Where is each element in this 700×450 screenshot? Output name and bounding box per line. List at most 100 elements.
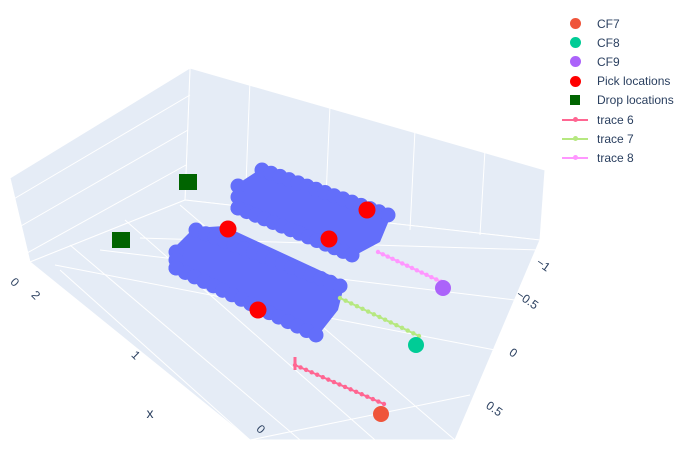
- legend-symbol: [560, 14, 590, 33]
- trace-8-point: [434, 277, 439, 282]
- legend-marker: [570, 95, 580, 106]
- trace-6-point: [342, 384, 348, 390]
- pick-location-marker: [249, 301, 267, 319]
- legend-symbol: [560, 52, 590, 71]
- legend-item-cf9[interactable]: CF9: [560, 52, 698, 71]
- trace-7-point: [388, 320, 393, 325]
- legend-item-cf7[interactable]: CF7: [560, 14, 698, 33]
- pick-location-marker: [320, 230, 338, 248]
- obstacle-marker: [230, 189, 246, 205]
- legend-item-cf8[interactable]: CF8: [560, 33, 698, 52]
- x-tick-label: 2: [29, 288, 44, 303]
- trace-8-point: [429, 274, 434, 280]
- legend-label: trace 7: [597, 131, 634, 146]
- trace-6-point: [298, 365, 303, 370]
- trace-7-point: [394, 322, 399, 328]
- x-axis-title: x: [147, 405, 154, 421]
- legend: CF7 CF8 CF9 Pick locations Drop locations tra…: [560, 14, 698, 168]
- floor-gridline: [59, 269, 251, 441]
- back-gridline: [409, 129, 416, 231]
- obstacle-blocks: [168, 162, 396, 343]
- trace-7-point: [366, 309, 371, 314]
- legend-line-marker: [573, 155, 578, 161]
- z-tick-label: 0: [8, 275, 23, 290]
- trace-8-point: [400, 261, 405, 266]
- side-gridline: [17, 164, 187, 259]
- floor-gridline: [69, 244, 301, 441]
- floor-gridline: [249, 394, 471, 441]
- trace-6-point: [370, 396, 376, 402]
- legend-line-marker: [573, 117, 578, 123]
- trace-6-point: [303, 367, 309, 373]
- legend-label: Drop locations: [597, 93, 674, 108]
- trace-7-point: [411, 331, 416, 336]
- trace-7-point: [377, 314, 382, 320]
- scene-markers: [112, 174, 451, 422]
- obstacle-marker: [308, 327, 324, 343]
- trace-6-point: [320, 374, 326, 380]
- obstacle-block-upper: [236, 168, 392, 257]
- obstacle-marker: [230, 200, 246, 216]
- trace-8-point: [380, 252, 386, 257]
- legend-item-drop-locations[interactable]: Drop locations: [560, 91, 698, 110]
- trace-7-point: [382, 317, 388, 322]
- pick-location-marker: [219, 220, 237, 238]
- side-gridline: [11, 94, 191, 201]
- legend-symbol: [560, 33, 590, 52]
- legend-marker: [569, 37, 581, 49]
- cf8-marker: [408, 337, 424, 353]
- drop-location-marker: [179, 174, 197, 190]
- legend-symbol: [560, 91, 590, 110]
- y-tick-label: −1: [534, 255, 554, 275]
- trace-6-point: [309, 370, 314, 375]
- legend-marker: [569, 75, 581, 87]
- legend-label: CF7: [597, 16, 620, 31]
- trace-6-point: [326, 377, 331, 382]
- legend-item-trace-7[interactable]: trace 7: [560, 129, 698, 148]
- trace-8-point: [414, 268, 420, 273]
- obstacle-marker: [344, 247, 360, 263]
- obstacle-marker: [168, 260, 184, 276]
- side-gridline: [13, 129, 189, 231]
- drop-location-marker: [112, 232, 130, 248]
- trace-6-point: [331, 379, 337, 385]
- trace-8-point: [375, 249, 381, 255]
- trace-8-point: [409, 265, 415, 271]
- legend-marker: [569, 18, 581, 30]
- legend-symbol: [560, 148, 590, 167]
- legend-item-trace-8[interactable]: trace 8: [560, 148, 698, 167]
- trace-6-point: [348, 387, 353, 392]
- obstacle-marker: [380, 207, 396, 223]
- trace-6-point: [337, 382, 342, 387]
- trace-8-point: [390, 256, 395, 262]
- legend-label: Pick locations: [597, 74, 671, 89]
- floor-gridline: [124, 219, 376, 441]
- cf7-marker: [373, 406, 389, 422]
- legend-item-trace-6[interactable]: trace 6: [560, 110, 698, 129]
- y-tick-label: 0.5: [483, 398, 505, 419]
- legend-label: trace 6: [597, 112, 634, 127]
- back-gridline: [479, 149, 486, 236]
- pick-location-marker: [358, 201, 376, 219]
- legend-label: CF8: [597, 35, 620, 50]
- legend-symbol: [560, 129, 590, 148]
- legend-label: CF9: [597, 54, 620, 69]
- obstacle-marker: [230, 178, 246, 194]
- trace-7-point: [405, 328, 410, 333]
- trace-7-point: [349, 301, 354, 306]
- legend-symbol: [560, 72, 590, 91]
- trace-7-point: [416, 333, 422, 339]
- obstacle-block-lower: [172, 226, 345, 338]
- trace-6-point: [353, 389, 359, 395]
- trace-8-point: [404, 263, 410, 268]
- trace-7-point: [343, 298, 348, 303]
- trace-8-point: [385, 254, 390, 259]
- trace-7-point: [354, 303, 360, 309]
- trace-7-point: [399, 325, 405, 331]
- trace-7-point: [371, 312, 377, 317]
- legend-label: trace 8: [597, 150, 634, 165]
- legend-marker: [569, 56, 581, 68]
- x-tick-label: 1: [129, 348, 144, 363]
- legend-item-pick-locations[interactable]: Pick locations: [560, 72, 698, 91]
